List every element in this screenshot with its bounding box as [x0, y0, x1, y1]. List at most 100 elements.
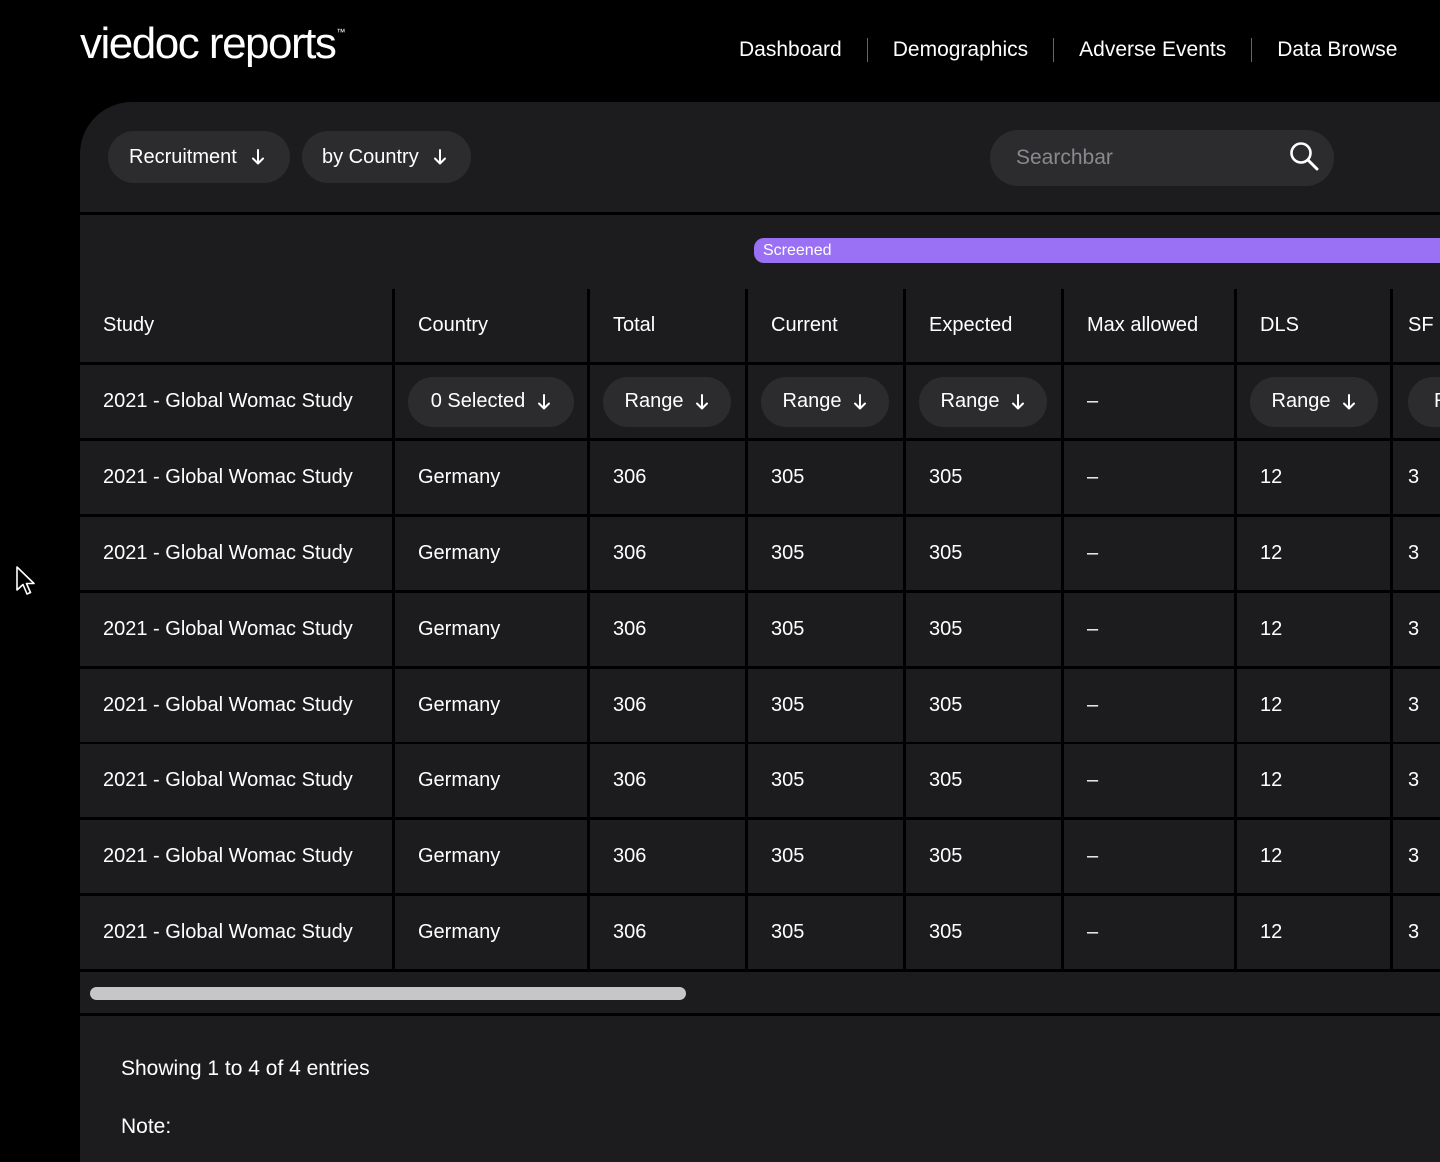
cell-value: 12 — [1260, 542, 1283, 564]
filter-cell-study: 2021 - Global Womac Study — [80, 365, 392, 438]
cell-value: 305 — [771, 618, 805, 640]
nav-adverse-events[interactable]: Adverse Events — [1079, 38, 1227, 61]
table-row: 2021 - Global Womac Study Germany 306 305 30… — [80, 820, 1440, 893]
cell-current: 305 — [748, 441, 903, 514]
cell-study: 2021 - Global Womac Study — [80, 441, 392, 514]
cell-max-allowed: – — [1064, 744, 1234, 817]
cell-value: 12 — [1260, 618, 1283, 640]
nav-divider — [1053, 38, 1055, 62]
filter-pill-label: R — [1434, 390, 1440, 413]
cell-current: 305 — [748, 593, 903, 666]
cell-sf: 3 — [1393, 669, 1440, 742]
section-divider — [80, 1013, 1440, 1016]
cell-value: 12 — [1260, 769, 1283, 791]
filter-cell-expected: Range — [906, 365, 1061, 438]
column-header-max-allowed[interactable]: Max allowed — [1064, 289, 1234, 362]
cell-sf: 3 — [1393, 744, 1440, 817]
nav-dashboard[interactable]: Dashboard — [739, 38, 842, 61]
entries-summary: Showing 1 to 4 of 4 entries — [121, 1057, 370, 1080]
current-range-filter-dropdown[interactable]: Range — [761, 376, 889, 427]
cell-value: 2021 - Global Womac Study — [103, 694, 353, 716]
table-row: 2021 - Global Womac Study Germany 306 305 30… — [80, 517, 1440, 590]
cell-value: 12 — [1260, 845, 1283, 867]
filter-pill-label: 0 Selected — [430, 390, 526, 412]
table-row: 2021 - Global Womac Study Germany 306 305 30… — [80, 896, 1440, 969]
cell-value: 306 — [613, 466, 647, 488]
column-header-total[interactable]: Total — [590, 289, 745, 362]
cell-value: 2021 - Global Womac Study — [103, 769, 353, 791]
country-filter-dropdown[interactable]: 0 Selected — [408, 376, 574, 427]
horizontal-scrollbar-thumb[interactable] — [90, 987, 686, 1000]
search-box — [990, 130, 1334, 186]
cell-value: 305 — [929, 694, 963, 716]
cell-value: – — [1087, 618, 1099, 640]
expected-range-filter-dropdown[interactable]: Range — [919, 376, 1047, 427]
cell-value: – — [1087, 466, 1099, 488]
cell-value: 2021 - Global Womac Study — [103, 921, 353, 943]
cell-value: – — [1087, 542, 1099, 564]
nav-divider — [866, 38, 868, 62]
cell-country: Germany — [395, 896, 587, 969]
cell-value: Germany — [418, 769, 501, 791]
search-input[interactable] — [1014, 145, 1289, 171]
table-row: 2021 - Global Womac Study Germany 306 305 30… — [80, 441, 1440, 514]
filter-cell-dls: Range — [1237, 365, 1390, 438]
column-header-label: Study — [103, 314, 155, 336]
group-by-dropdown[interactable]: by Country — [302, 131, 471, 183]
section-divider — [80, 212, 1440, 215]
column-header-expected[interactable]: Expected — [906, 289, 1061, 362]
cell-current: 305 — [748, 744, 903, 817]
total-range-filter-dropdown[interactable]: Range — [603, 376, 731, 427]
column-header-study[interactable]: Study — [80, 289, 392, 362]
cell-value: 306 — [613, 769, 647, 791]
cell-value: 3 — [1408, 466, 1420, 488]
column-header-country[interactable]: Country — [395, 289, 587, 362]
cell-study: 2021 - Global Womac Study — [80, 669, 392, 742]
cell-dls: 12 — [1237, 441, 1390, 514]
arrow-down-icon — [1011, 393, 1025, 411]
column-header-sf[interactable]: SF — [1393, 289, 1440, 362]
cell-value: 305 — [929, 466, 963, 488]
cell-max-allowed: – — [1064, 593, 1234, 666]
table-row: 2021 - Global Womac Study Germany 306 305 30… — [80, 669, 1440, 742]
group-by-label: by Country — [322, 145, 419, 168]
column-header-dls[interactable]: DLS — [1237, 289, 1390, 362]
report-type-label: Recruitment — [129, 145, 237, 168]
cell-value: 305 — [771, 921, 805, 943]
cell-max-allowed: – — [1064, 820, 1234, 893]
cell-value: 305 — [771, 466, 805, 488]
recruitment-table: Study Country Total Current Expected Max allo… — [80, 289, 1440, 972]
cell-total: 306 — [590, 441, 745, 514]
column-header-label: Country — [418, 314, 489, 336]
cell-study: 2021 - Global Womac Study — [80, 820, 392, 893]
column-header-label: Current — [771, 314, 838, 336]
cell-country: Germany — [395, 593, 587, 666]
arrow-down-icon — [695, 393, 709, 411]
filter-pill-label: Range — [782, 390, 842, 412]
cell-value: 305 — [771, 769, 805, 791]
nav-demographics[interactable]: Demographics — [892, 38, 1029, 61]
search-icon[interactable] — [1289, 141, 1319, 176]
cell-sf: 3 — [1393, 820, 1440, 893]
cell-value: 305 — [929, 618, 963, 640]
cell-study: 2021 - Global Womac Study — [80, 744, 392, 817]
sf-range-filter-dropdown[interactable]: R — [1408, 376, 1440, 427]
viedoc-reports-logo[interactable]: viedoc reports™ — [80, 19, 346, 68]
report-type-dropdown[interactable]: Recruitment — [108, 131, 290, 183]
dls-range-filter-dropdown[interactable]: Range — [1250, 376, 1378, 427]
cell-value: Germany — [418, 845, 501, 867]
cell-study: 2021 - Global Womac Study — [80, 593, 392, 666]
cell-value: 3 — [1408, 845, 1420, 867]
cell-value: 305 — [929, 769, 963, 791]
cell-value: 12 — [1260, 466, 1283, 488]
column-header-current[interactable]: Current — [748, 289, 903, 362]
filter-cell-max-allowed: – — [1064, 365, 1234, 438]
screened-column-group-band: Screened — [754, 238, 1440, 263]
cell-value: 12 — [1260, 694, 1283, 716]
table-row: 2021 - Global Womac Study Germany 306 305 30… — [80, 593, 1440, 666]
filter-pill-label: Range — [940, 390, 1000, 412]
cell-expected: 305 — [906, 441, 1061, 514]
cell-value: 3 — [1408, 921, 1420, 943]
nav-data-browser[interactable]: Data Browse — [1277, 38, 1398, 61]
cell-value: – — [1087, 694, 1099, 716]
